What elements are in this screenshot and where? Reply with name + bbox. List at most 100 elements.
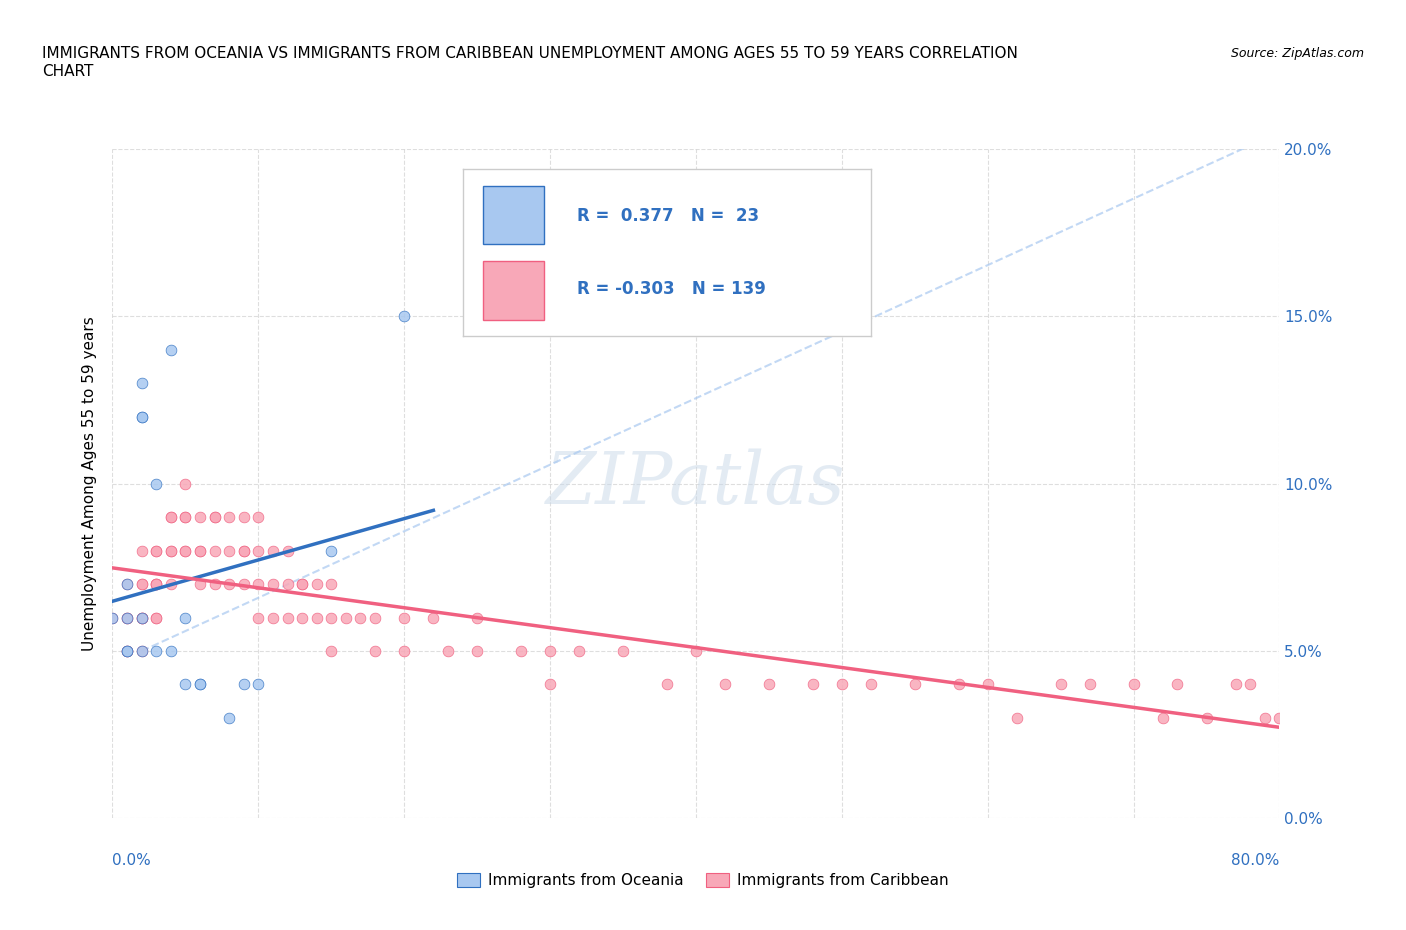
Point xyxy=(335,610,357,625)
Text: ZIPatlas: ZIPatlas xyxy=(546,448,846,519)
Point xyxy=(115,577,138,591)
Point xyxy=(160,543,183,558)
Point xyxy=(465,610,488,625)
Point xyxy=(115,610,138,625)
Point xyxy=(218,711,240,725)
Point xyxy=(948,677,970,692)
Point xyxy=(115,644,138,658)
Point xyxy=(174,510,197,525)
Point xyxy=(145,543,167,558)
Point xyxy=(115,610,138,625)
Y-axis label: Unemployment Among Ages 55 to 59 years: Unemployment Among Ages 55 to 59 years xyxy=(82,316,97,651)
Point xyxy=(232,510,254,525)
Point xyxy=(291,577,314,591)
Point xyxy=(1078,677,1101,692)
Point xyxy=(422,610,444,625)
Point xyxy=(247,543,270,558)
Point xyxy=(1239,677,1261,692)
Text: IMMIGRANTS FROM OCEANIA VS IMMIGRANTS FROM CARIBBEAN UNEMPLOYMENT AMONG AGES 55 : IMMIGRANTS FROM OCEANIA VS IMMIGRANTS FR… xyxy=(42,46,1018,79)
Point xyxy=(1225,677,1247,692)
Point xyxy=(801,677,824,692)
Point xyxy=(131,644,153,658)
Point xyxy=(115,577,138,591)
Point xyxy=(115,644,138,658)
Point xyxy=(305,577,328,591)
Point xyxy=(131,577,153,591)
Point xyxy=(364,644,387,658)
Point xyxy=(392,309,416,324)
Point xyxy=(204,577,226,591)
Point xyxy=(145,644,167,658)
Point xyxy=(115,644,138,658)
Point xyxy=(188,543,211,558)
Point xyxy=(714,677,737,692)
Point xyxy=(101,610,124,625)
Point xyxy=(305,610,328,625)
Point xyxy=(509,644,531,658)
Point xyxy=(174,610,197,625)
Point xyxy=(1152,711,1174,725)
Point xyxy=(247,577,270,591)
Point xyxy=(349,610,371,625)
Point xyxy=(538,644,561,658)
Point xyxy=(1195,711,1218,725)
Point xyxy=(160,543,183,558)
Legend: Immigrants from Oceania, Immigrants from Caribbean: Immigrants from Oceania, Immigrants from… xyxy=(451,867,955,895)
Point xyxy=(276,610,298,625)
Point xyxy=(160,342,183,357)
Point xyxy=(131,577,153,591)
Point xyxy=(232,677,254,692)
Point xyxy=(1166,677,1188,692)
Point xyxy=(247,677,270,692)
Point xyxy=(131,610,153,625)
Point xyxy=(131,610,153,625)
Point xyxy=(204,510,226,525)
Point xyxy=(262,610,284,625)
Point xyxy=(276,543,298,558)
Point xyxy=(218,577,240,591)
Point xyxy=(145,476,167,491)
Point xyxy=(204,510,226,525)
Point xyxy=(188,543,211,558)
Point xyxy=(465,644,488,658)
Point xyxy=(232,577,254,591)
Text: Source: ZipAtlas.com: Source: ZipAtlas.com xyxy=(1230,46,1364,60)
Point xyxy=(115,644,138,658)
Point xyxy=(160,577,183,591)
Point xyxy=(188,677,211,692)
Point xyxy=(276,577,298,591)
Point xyxy=(392,644,416,658)
Point xyxy=(1268,711,1291,725)
Point xyxy=(145,610,167,625)
Point xyxy=(160,644,183,658)
Point xyxy=(131,376,153,391)
Point xyxy=(131,610,153,625)
Point xyxy=(247,510,270,525)
Point xyxy=(115,610,138,625)
Point xyxy=(655,677,678,692)
Point xyxy=(174,510,197,525)
Point xyxy=(131,409,153,424)
Point xyxy=(1005,711,1028,725)
Point xyxy=(437,644,460,658)
Point xyxy=(364,610,387,625)
Point xyxy=(131,610,153,625)
Point xyxy=(1049,677,1071,692)
Point xyxy=(1122,677,1144,692)
Point xyxy=(685,644,707,658)
Point xyxy=(262,577,284,591)
Point xyxy=(291,577,314,591)
Point xyxy=(174,543,197,558)
Point xyxy=(131,543,153,558)
Point xyxy=(321,577,343,591)
Point xyxy=(145,610,167,625)
Point xyxy=(145,577,167,591)
Point xyxy=(174,677,197,692)
Point xyxy=(612,644,634,658)
Point xyxy=(131,644,153,658)
Point xyxy=(321,610,343,625)
Point xyxy=(204,543,226,558)
Point xyxy=(160,510,183,525)
Point xyxy=(859,677,883,692)
Point xyxy=(976,677,998,692)
